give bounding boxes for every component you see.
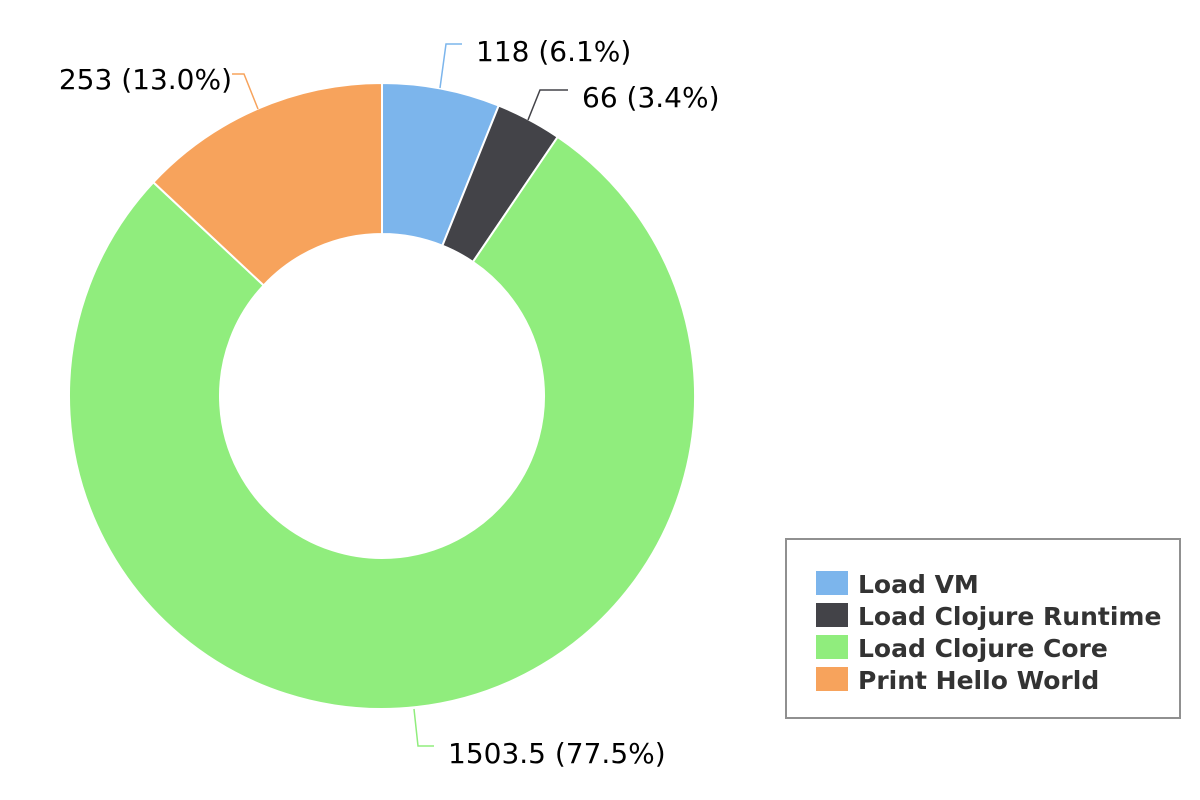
data-label-print-hello-world: 253 (13.0%) <box>59 63 232 96</box>
legend-swatch-print-hello-world <box>816 667 848 691</box>
legend-swatch-load-clojure-runtime <box>816 603 848 627</box>
data-label-load-clojure-runtime: 66 (3.4%) <box>582 81 720 114</box>
legend-item-load-clojure-core[interactable]: Load Clojure Core <box>858 634 1108 663</box>
connector-load-clojure-core <box>413 708 434 747</box>
legend-swatch-load-clojure-core <box>816 635 848 659</box>
legend: Load VM Load Clojure Runtime Load Clojur… <box>785 538 1181 719</box>
label-connectors <box>232 43 568 747</box>
slice-print-hello-world[interactable] <box>152 82 383 287</box>
legend-box <box>785 538 1181 719</box>
data-label-load-vm: 118 (6.1%) <box>476 35 631 68</box>
slice-load-clojure-core[interactable] <box>68 135 696 710</box>
data-labels: 118 (6.1%) 66 (3.4%) 1503.5 (77.5%) 253 (13… <box>59 35 720 770</box>
chart-slices <box>68 82 696 710</box>
legend-item-load-clojure-runtime[interactable]: Load Clojure Runtime <box>858 602 1161 631</box>
legend-item-print-hello-world[interactable]: Print Hello World <box>858 666 1099 695</box>
connector-load-vm <box>439 43 462 89</box>
connector-load-clojure-runtime <box>527 89 568 121</box>
legend-swatch-load-vm <box>816 571 848 595</box>
connector-print-hello-world <box>232 73 259 110</box>
data-label-load-clojure-core: 1503.5 (77.5%) <box>448 737 666 770</box>
legend-item-load-vm[interactable]: Load VM <box>858 570 979 599</box>
